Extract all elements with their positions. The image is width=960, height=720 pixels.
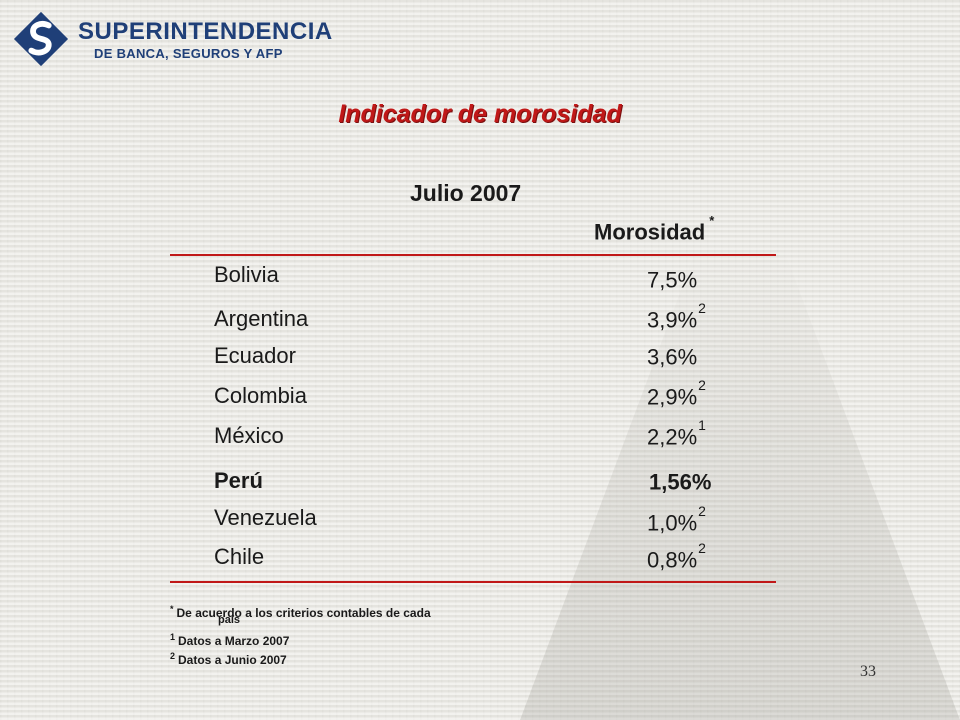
morosidad-value: 0,8%2: [647, 540, 706, 573]
footnote-2: 2 Datos a Junio 2007: [170, 651, 287, 667]
country-name: Colombia: [214, 383, 307, 408]
country-name: Argentina: [214, 306, 309, 331]
table-row: Argentina 3,9%2: [214, 300, 734, 342]
table-row-highlight: Perú 1,56%: [214, 468, 734, 504]
sbs-logo-icon: [13, 11, 69, 67]
logo-subname: DE BANCA, SEGUROS Y AFP: [94, 46, 283, 61]
column-header-label: Morosidad: [594, 219, 706, 245]
morosidad-value: 3,6%: [647, 344, 698, 370]
country-name: Bolivia: [214, 262, 279, 287]
table-row: Colombia 2,9%2: [214, 377, 734, 419]
table-top-rule: [170, 254, 776, 256]
country-name: Chile: [214, 544, 265, 569]
table-row: Bolivia 7,5%: [214, 262, 734, 298]
footnote-criteria-continued: país: [218, 614, 241, 626]
table-row: Chile 0,8%2: [214, 540, 734, 580]
slide-subtitle: Julio 2007: [410, 180, 522, 206]
page-number: 33: [860, 663, 876, 680]
footnote-criteria: * De acuerdo a los criterios contables de…: [170, 604, 431, 620]
country-name: México: [214, 423, 284, 448]
footnote-1: 1 Datos a Marzo 2007: [170, 632, 290, 648]
morosidad-value: 2,2%1: [647, 417, 706, 450]
country-name: Venezuela: [214, 505, 317, 530]
morosidad-value: 2,9%2: [647, 377, 706, 410]
table-row: Venezuela 1,0%2: [214, 503, 734, 541]
table-row: Ecuador 3,6%: [214, 343, 734, 379]
morosidad-value: 3,9%2: [647, 300, 706, 333]
morosidad-value: 1,0%2: [647, 503, 706, 536]
logo: SUPERINTENDENCIA DE BANCA, SEGUROS Y AFP: [8, 8, 332, 68]
logo-name: SUPERINTENDENCIA: [78, 18, 333, 45]
column-header: Morosidad *: [594, 213, 714, 245]
morosidad-value: 1,56%: [649, 469, 712, 495]
table-row: México 2,2%1: [214, 417, 734, 459]
slide-title: Indicador de morosidad: [338, 100, 622, 128]
column-header-mark: *: [709, 213, 715, 228]
country-name: Ecuador: [214, 343, 296, 368]
country-name: Perú: [214, 468, 263, 493]
table-bottom-rule: [170, 581, 776, 583]
morosidad-value: 7,5%: [647, 267, 698, 293]
